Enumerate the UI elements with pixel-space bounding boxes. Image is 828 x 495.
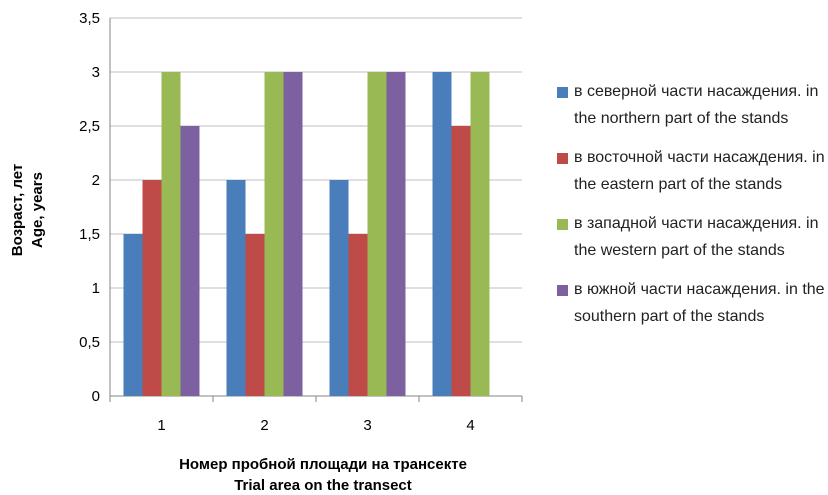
legend-item-south: в южной части насаждения. in the souther… — [557, 276, 825, 330]
bar-series3-cat4 — [470, 72, 490, 396]
legend-label-south: в южной части насаждения. in the souther… — [574, 281, 825, 325]
legend-label-west: в западной части насаждения. in the west… — [574, 215, 819, 259]
bar-series1-cat4 — [432, 72, 452, 396]
legend-item-west: в западной части насаждения. in the west… — [557, 210, 825, 264]
bar-series3-cat2 — [264, 72, 284, 396]
legend-swatch-south — [557, 285, 568, 296]
bar-series4-cat3 — [386, 72, 406, 396]
bar-series2-cat1 — [142, 180, 162, 396]
x-axis-title: Номер пробной площади на трансекте — [179, 456, 467, 473]
tick-labels: 0 0,5 1 1,5 2 2,5 3 3,5 1 2 3 4 — [79, 10, 475, 434]
bars — [123, 72, 490, 396]
legend: в северной части насаждения. in the nort… — [557, 78, 825, 342]
bar-series1-cat3 — [329, 180, 349, 396]
bar-series4-cat1 — [180, 126, 200, 396]
bar-series4-cat2 — [283, 72, 303, 396]
bar-series1-cat1 — [123, 234, 143, 396]
y-tick-label: 2 — [92, 172, 100, 189]
legend-label-east: в восточной части насаждения. in the eas… — [574, 149, 825, 193]
bar-series3-cat3 — [367, 72, 387, 396]
y-tick-label: 3 — [92, 64, 100, 81]
bar-series2-cat4 — [451, 126, 471, 396]
bar-series2-cat2 — [245, 234, 265, 396]
legend-swatch-east — [557, 153, 568, 164]
y-tick-label: 0,5 — [79, 334, 100, 351]
x-axis-title-en: Trial area on the transect — [234, 477, 412, 494]
legend-label-north: в северной части насаждения. in the nort… — [574, 83, 819, 127]
y-axis-title-en: Age, years — [29, 172, 46, 248]
y-tick-label: 2,5 — [79, 118, 100, 135]
legend-swatch-north — [557, 87, 568, 98]
bar-series3-cat1 — [161, 72, 181, 396]
legend-item-east: в восточной части насаждения. in the eas… — [557, 144, 825, 198]
y-tick-label: 3,5 — [79, 10, 100, 27]
x-tick-label: 4 — [466, 417, 474, 434]
x-tick-label: 2 — [260, 417, 268, 434]
legend-swatch-west — [557, 219, 568, 230]
y-tick-label: 0 — [92, 388, 100, 405]
x-tick-label: 1 — [157, 417, 165, 434]
legend-item-north: в северной части насаждения. in the nort… — [557, 78, 825, 132]
y-tick-label: 1 — [92, 280, 100, 297]
y-tick-label: 1,5 — [79, 226, 100, 243]
y-axis-title: Возраст, лет — [9, 164, 26, 256]
x-tick-label: 3 — [363, 417, 371, 434]
bar-series1-cat2 — [226, 180, 246, 396]
bar-series2-cat3 — [348, 234, 368, 396]
